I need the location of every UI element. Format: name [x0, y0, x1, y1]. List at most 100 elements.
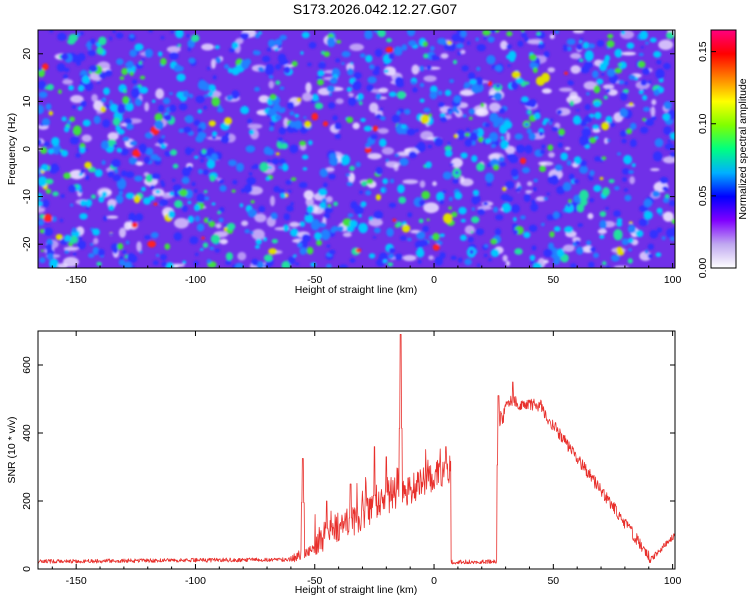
- spectrogram-blob: [442, 171, 452, 180]
- spectrogram-blob: [59, 218, 64, 223]
- spectrogram-white-patch: [402, 179, 419, 185]
- spectrogram-blob: [330, 227, 336, 233]
- spectrogram-blob: [642, 117, 647, 122]
- spectrogram-blob: [296, 236, 300, 239]
- spectrogram-white-patch: [251, 229, 265, 240]
- spectrogram-blob: [613, 229, 623, 241]
- spectrogram-blob: [310, 219, 321, 231]
- spectrogram-blob: [476, 66, 481, 71]
- spectrogram-white-patch: [460, 49, 466, 55]
- spectrogram-white-patch: [604, 137, 609, 145]
- spectrogram-blob: [118, 259, 126, 266]
- spectrogram-blob: [560, 152, 568, 161]
- spectrogram-blob: [576, 43, 583, 51]
- spectrogram-blob: [92, 247, 100, 255]
- spectrogram-blob: [584, 50, 594, 62]
- spectrogram-blob: [429, 91, 438, 100]
- spectrogram-blob: [529, 61, 537, 69]
- spectrogram-white-patch: [383, 66, 396, 76]
- spectrogram-blob: [416, 231, 426, 240]
- spectrogram-blob: [539, 149, 545, 155]
- spectrogram-blob: [254, 50, 261, 56]
- spectrogram-blob: [638, 89, 644, 95]
- spectrogram-blob: [92, 228, 100, 236]
- spectrogram-blob: [208, 91, 214, 97]
- spectrogram-blob: [96, 261, 102, 267]
- spectrogram-blob: [541, 222, 545, 227]
- spectrogram-blob: [72, 125, 82, 136]
- spectrogram-blob: [188, 93, 194, 99]
- spectrogram-blob: [655, 252, 662, 258]
- spectrogram-blob: [280, 107, 286, 113]
- spectrogram-blob: [521, 166, 530, 174]
- spectrogram-blob: [174, 200, 183, 209]
- spectrogram-blob: [79, 199, 87, 207]
- spectrogram-white-patch: [144, 102, 150, 112]
- spectrogram-blob: [170, 149, 178, 156]
- spectrogram-blob: [81, 75, 91, 84]
- spectrogram-blob: [287, 189, 292, 193]
- spectrogram-blob: [471, 155, 478, 163]
- colorbar-tick-label: 0.10: [697, 113, 709, 134]
- spectrogram-blob: [282, 224, 290, 232]
- spectrogram-blob: [460, 234, 467, 241]
- spectrogram-blob: [554, 30, 559, 35]
- spectrogram-blob: [175, 44, 180, 48]
- spectrogram-blob: [157, 51, 163, 57]
- spectrogram-blob: [244, 183, 253, 194]
- spectrogram-blob: [321, 50, 325, 55]
- spectrogram-blob: [122, 95, 130, 105]
- spectrogram-blob: [653, 89, 660, 96]
- spectrogram-blob: [514, 248, 523, 255]
- spectrogram-blob: [492, 164, 500, 171]
- spectrogram-blob: [467, 72, 476, 80]
- spectrogram-white-patch: [254, 213, 267, 223]
- spectrogram-white-patch: [570, 65, 581, 74]
- spectrogram-blob: [55, 233, 63, 241]
- spectrogram-blob: [293, 254, 297, 258]
- spectrogram-blob: [107, 170, 114, 178]
- spectrogram-blob: [649, 37, 657, 43]
- spectrogram-blob: [596, 78, 604, 85]
- spectrogram-blob: [388, 91, 397, 97]
- spectrogram-blob: [380, 116, 386, 121]
- spectrogram-blob: [211, 131, 218, 137]
- spectrogram-blob: [368, 216, 374, 221]
- spectrogram-blob: [471, 195, 480, 205]
- spectrogram-blob: [528, 224, 538, 232]
- spectrogram-white-patch: [155, 88, 165, 100]
- spectrogram-white-patch: [502, 254, 508, 262]
- spectrogram-blob: [155, 189, 161, 194]
- spectrogram-blob: [193, 119, 201, 126]
- spectrogram-blob: [614, 48, 623, 58]
- spectrogram-blob: [486, 182, 492, 187]
- spectrogram-blob: [347, 97, 357, 106]
- spectrogram-blob: [431, 54, 437, 61]
- spectrogram-blob: [606, 88, 611, 94]
- spectrogram-blob: [129, 140, 138, 147]
- spectrogram-blob: [652, 190, 661, 198]
- spectrogram-blob: [656, 59, 662, 65]
- spectrogram-blob: [389, 178, 395, 184]
- spectrogram-white-patch: [349, 43, 364, 51]
- spectrogram-blob: [263, 254, 273, 262]
- spectrogram-blob: [322, 182, 328, 188]
- spectrogram-blob: [440, 40, 447, 46]
- spectrogram-blob: [596, 39, 605, 47]
- spectrogram-blob: [653, 51, 662, 58]
- spectrogram-blob: [60, 194, 65, 199]
- spectrogram-white-patch: [201, 43, 214, 51]
- spectrogram-blob: [383, 69, 389, 74]
- spectrogram-blob: [570, 81, 574, 86]
- spectrogram-blob: [514, 133, 523, 140]
- spectrogram-blob: [269, 93, 277, 101]
- spectrogram-blob: [437, 90, 443, 96]
- spectrogram-blob: [162, 97, 171, 105]
- spectrogram-blob: [495, 214, 504, 221]
- spectrogram-blob: [439, 199, 444, 205]
- spectrogram-blob: [275, 63, 282, 70]
- spectrogram-blob: [419, 82, 425, 88]
- spectrogram-blob: [601, 72, 605, 76]
- spectrogram-blob: [475, 228, 485, 236]
- spectrogram-blob: [536, 31, 541, 36]
